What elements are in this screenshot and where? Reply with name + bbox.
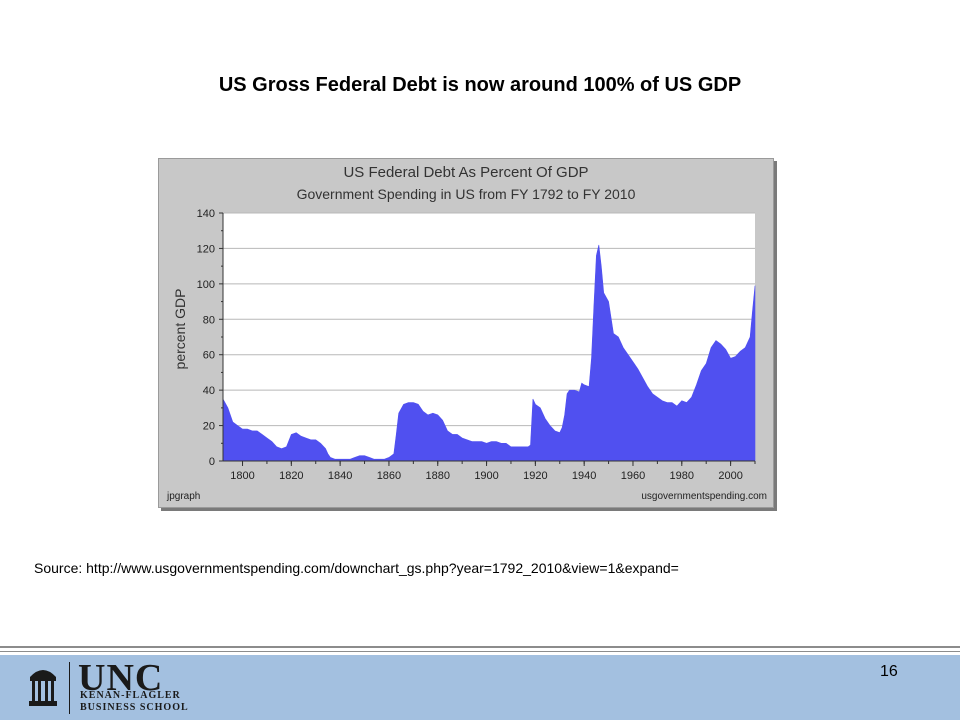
plot-area: 0 20 40 60 80 100 120 140 1800 1820 1840 1860 1880 19… [197,208,756,482]
y-tick-label: 20 [203,421,215,433]
y-axis-label: percent GDP [172,289,188,370]
y-tick-label: 0 [209,456,215,468]
chart-title: US Federal Debt As Percent Of GDP [343,164,588,181]
x-tick-label: 1860 [377,470,401,482]
logo-divider [69,662,70,714]
page-number: 16 [880,663,898,680]
x-tick-label: 1980 [670,470,694,482]
x-tick-label: 1900 [474,470,498,482]
x-tick-label: 1800 [230,470,254,482]
debt-area-series [222,244,756,462]
y-tick-label: 140 [197,208,215,220]
logo-unc-text: UNC [78,657,164,699]
chart-subtitle: Government Spending in US from FY 1792 t… [297,186,636,202]
logo-school-line-2: BUSINESS SCHOOL [80,702,189,713]
source-citation: Source: http://www.usgovernmentspending.… [34,560,679,576]
credit-right: usgovernmentspending.com [641,491,767,502]
y-tick-label: 120 [197,243,215,255]
footer-rule-thin [0,651,960,652]
credit-left: jpgraph [166,491,200,502]
logo-school-line-1: KENAN-FLAGLER [80,690,181,701]
x-tick-label: 2000 [718,470,742,482]
x-tick-label: 1960 [621,470,645,482]
old-well-logo-icon [29,670,57,706]
chart-svg: US Federal Debt As Percent Of GDP Govern… [166,164,767,502]
y-tick-label: 40 [203,385,215,397]
chart-frame: US Federal Debt As Percent Of GDP Govern… [158,158,774,508]
y-tick-label: 100 [197,279,215,291]
footer-rule [0,646,960,648]
y-tick-label: 60 [203,350,215,362]
x-tick-label: 1840 [328,470,352,482]
slide-title: US Gross Federal Debt is now around 100%… [218,74,742,96]
x-tick-label: 1920 [523,470,547,482]
y-tick-label: 80 [203,314,215,326]
x-tick-label: 1940 [572,470,596,482]
footer-band [0,655,960,720]
x-tick-label: 1820 [279,470,303,482]
x-tick-label: 1880 [426,470,450,482]
